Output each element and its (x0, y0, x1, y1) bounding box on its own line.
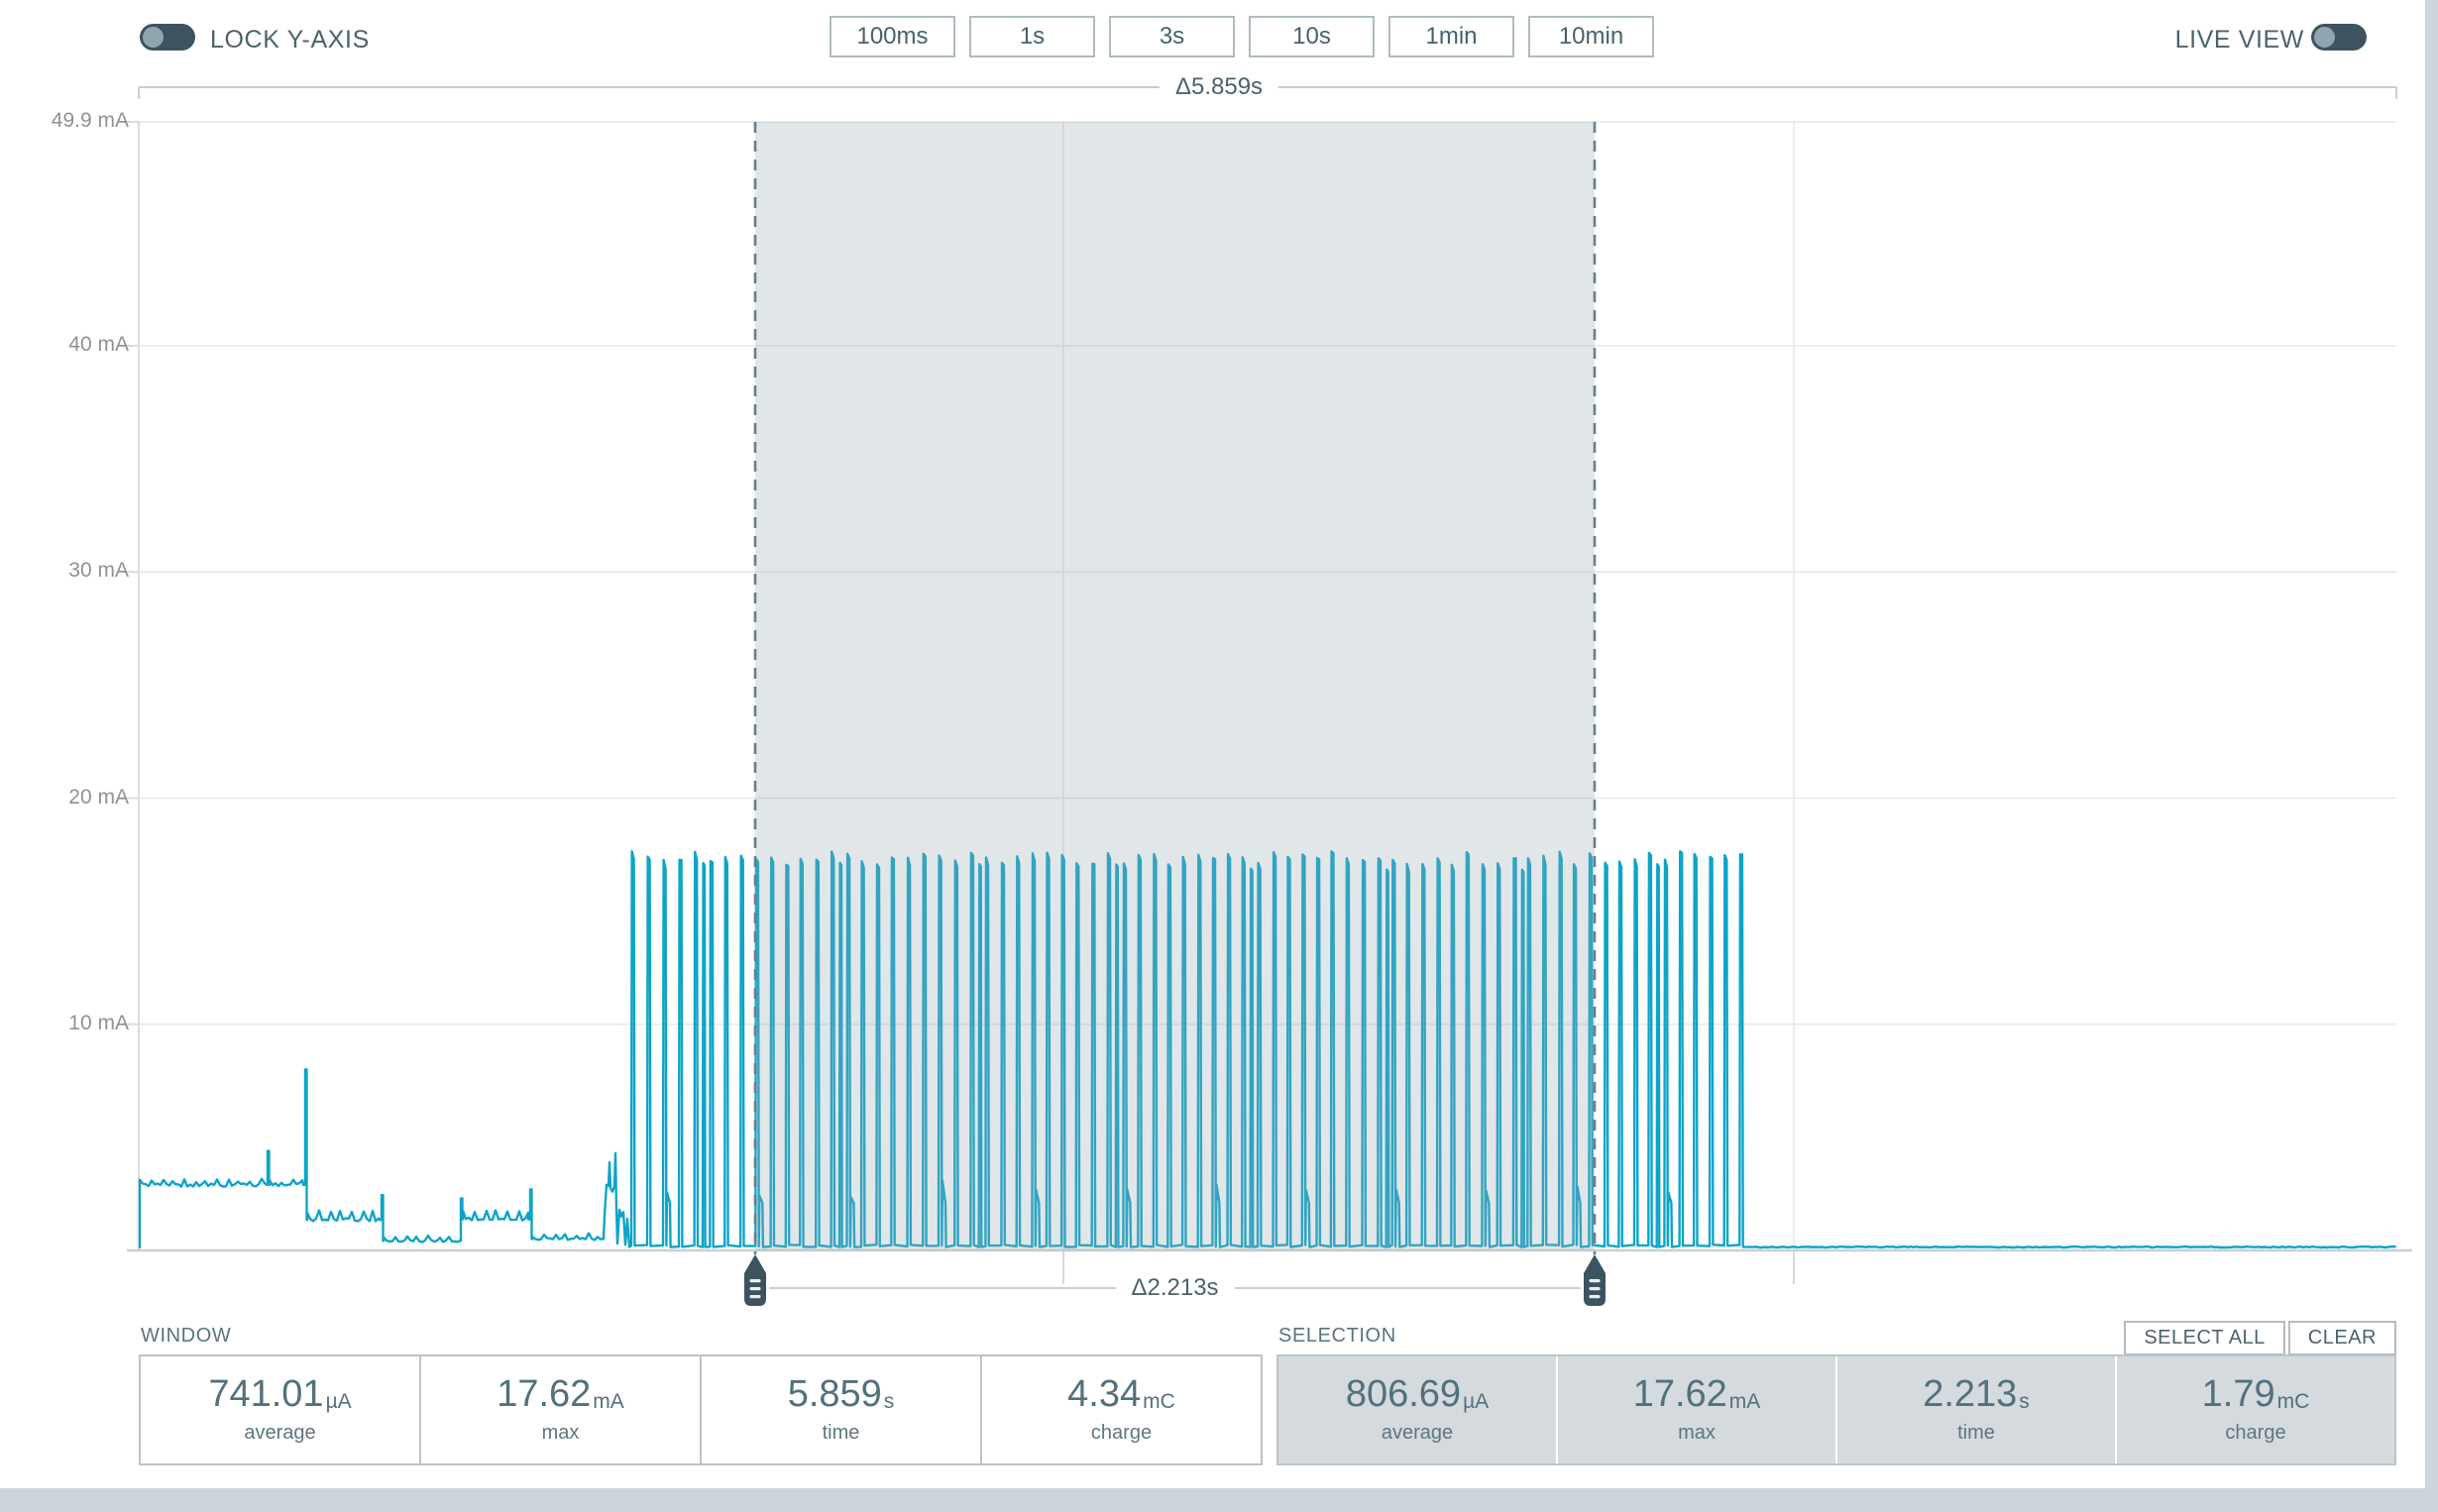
y-axis-tick-label: 40 mA (68, 333, 129, 356)
toggle-knob-icon (143, 27, 164, 48)
stat-label: average (1381, 1422, 1454, 1444)
stat-label: max (1678, 1422, 1716, 1444)
select-all-button[interactable]: SELECT ALL (2124, 1321, 2285, 1355)
status-bar (0, 1488, 2438, 1512)
selection-region[interactable] (755, 122, 1595, 1250)
stat-label: average (244, 1422, 316, 1444)
stat-value: 17.62mA (1632, 1373, 1761, 1415)
stat-unit: mC (1143, 1390, 1175, 1413)
y-axis-tick-label: 10 mA (68, 1011, 129, 1034)
stat-label: charge (2225, 1422, 2286, 1444)
range-button-3s[interactable]: 3s (1109, 16, 1235, 57)
stat-unit: mA (593, 1390, 624, 1413)
y-axis-tick-label: 20 mA (68, 785, 129, 809)
stat-value: 2.213s (1923, 1373, 2030, 1415)
stat-label: charge (1090, 1422, 1153, 1444)
stat-label: time (822, 1422, 860, 1444)
stat-value: 5.859s (787, 1373, 895, 1415)
stat-unit: s (2019, 1390, 2030, 1413)
selection-stats-panel: 806.69µA average 17.62mA max 2.213s time… (1276, 1354, 2396, 1465)
selection-delta-label: Δ2.213s (1115, 1274, 1235, 1302)
y-axis-tick-label: 30 mA (68, 559, 129, 583)
y-axis-tick-label: 49.9 mA (51, 109, 129, 132)
stat-unit: mC (2276, 1390, 2310, 1413)
stat-unit: µA (1463, 1390, 1490, 1413)
stat-label: time (1957, 1422, 1995, 1444)
time-range-button-row: 100ms 1s 3s 10s 1min 10min (830, 16, 1654, 57)
vertical-scrollbar[interactable] (2425, 0, 2438, 1512)
range-button-100ms[interactable]: 100ms (830, 16, 955, 57)
stat-value: 806.69µA (1345, 1373, 1490, 1415)
window-panel-title: WINDOW (141, 1325, 232, 1347)
window-max-cell: 17.62mA max (421, 1356, 702, 1463)
toggle-knob-icon (2314, 27, 2335, 48)
window-stats-panel: 741.01µA average 17.62mA max 5.859s time… (139, 1354, 1263, 1465)
range-button-10min[interactable]: 10min (1528, 16, 1654, 57)
stat-value: 1.79mC (2201, 1373, 2310, 1415)
stat-value: 4.34mC (1067, 1373, 1175, 1415)
selection-actions: SELECT ALL CLEAR (2124, 1321, 2396, 1355)
window-time-cell: 5.859s time (702, 1356, 982, 1463)
window-delta-label: Δ5.859s (1159, 73, 1279, 101)
live-view-label: LIVE VIEW (2174, 26, 2304, 54)
stat-unit: mA (1728, 1390, 1761, 1413)
selection-panel-title: SELECTION (1278, 1325, 1396, 1347)
range-button-1min[interactable]: 1min (1388, 16, 1514, 57)
range-button-1s[interactable]: 1s (969, 16, 1095, 57)
lock-y-axis-toggle[interactable] (140, 24, 195, 51)
lock-y-axis-label: LOCK Y-AXIS (210, 26, 370, 54)
stat-label: max (541, 1422, 580, 1444)
window-average-cell: 741.01µA average (141, 1356, 421, 1463)
window-charge-cell: 4.34mC charge (982, 1356, 1261, 1463)
selection-charge-cell: 1.79mC charge (2117, 1356, 2394, 1463)
selection-max-cell: 17.62mA max (1558, 1356, 1837, 1463)
stat-value: 17.62mA (497, 1373, 624, 1415)
stat-unit: µA (325, 1390, 352, 1413)
live-view-toggle[interactable] (2311, 24, 2367, 51)
selection-time-cell: 2.213s time (1837, 1356, 2117, 1463)
selection-average-cell: 806.69µA average (1278, 1356, 1558, 1463)
range-button-10s[interactable]: 10s (1249, 16, 1375, 57)
clear-button[interactable]: CLEAR (2287, 1321, 2396, 1355)
stat-unit: s (883, 1390, 895, 1413)
stat-value: 741.01µA (208, 1373, 352, 1415)
